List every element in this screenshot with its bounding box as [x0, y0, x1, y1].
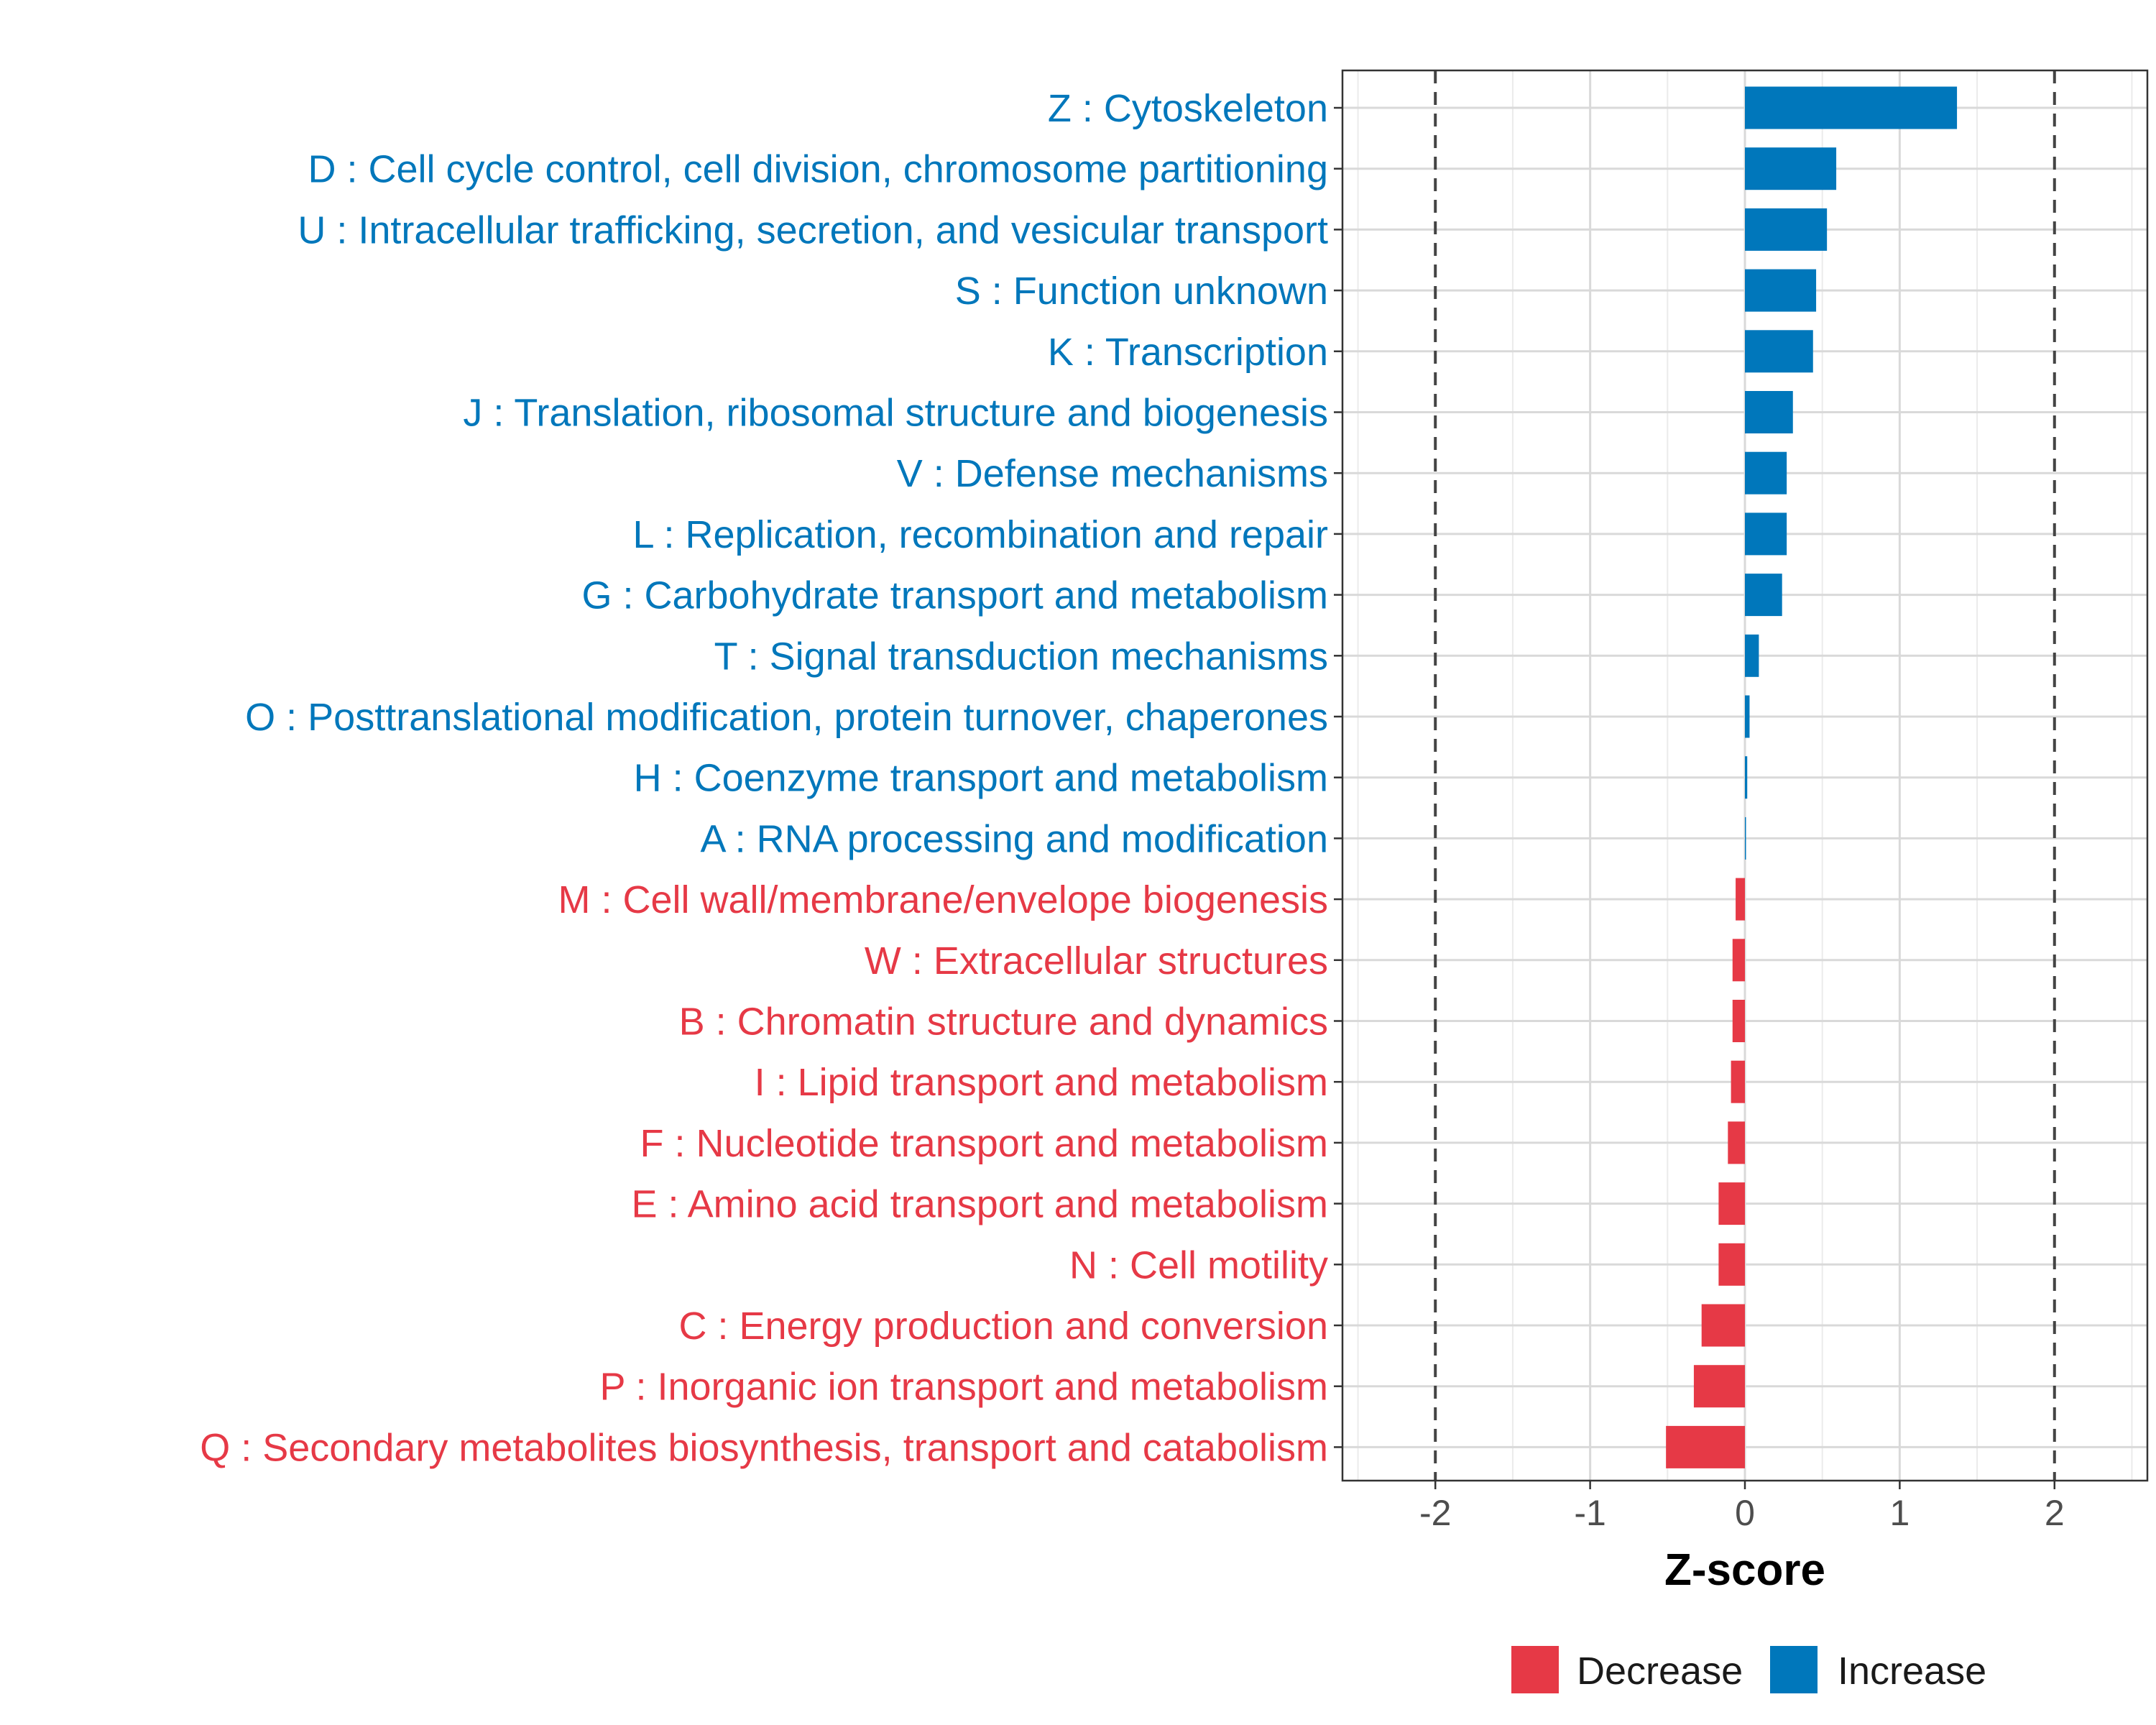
legend-label-increase: Increase: [1838, 1650, 1986, 1693]
legend-swatch-increase: [1770, 1646, 1818, 1693]
x-tick-label: 1: [1889, 1493, 1909, 1533]
x-tick-label: -1: [1574, 1493, 1606, 1533]
category-label: G : Carbohydrate transport and metabolis…: [582, 574, 1329, 617]
category-label: A : RNA processing and modification: [701, 817, 1328, 860]
bar-t: [1745, 634, 1759, 677]
legend-label-decrease: Decrease: [1577, 1650, 1743, 1693]
x-axis-title: Z-score: [1664, 1545, 1825, 1595]
bars: [1666, 86, 1958, 1468]
category-label: D : Cell cycle control, cell division, c…: [308, 148, 1328, 191]
bar-f: [1728, 1121, 1745, 1164]
category-label: T : Signal transduction mechanisms: [714, 635, 1328, 678]
category-label: J : Translation, ribosomal structure and…: [463, 392, 1328, 435]
category-label: I : Lipid transport and metabolism: [755, 1061, 1328, 1104]
bar-l: [1745, 512, 1787, 556]
category-label: S : Function unknown: [955, 270, 1328, 313]
bar-i: [1731, 1060, 1745, 1103]
bar-w: [1732, 939, 1745, 982]
category-label: F : Nucleotide transport and metabolism: [640, 1122, 1328, 1165]
x-tick-label: 2: [2045, 1493, 2065, 1533]
category-label: N : Cell motility: [1069, 1243, 1328, 1287]
bar-z: [1745, 86, 1958, 129]
bar-b: [1732, 1000, 1745, 1042]
bar-n: [1718, 1243, 1745, 1286]
bar-s: [1745, 269, 1817, 312]
x-tick-label: 0: [1735, 1493, 1755, 1533]
category-label: E : Amino acid transport and metabolism: [632, 1183, 1328, 1226]
category-label: M : Cell wall/membrane/envelope biogenes…: [558, 878, 1328, 921]
bar-v: [1745, 451, 1787, 494]
bar-j: [1745, 391, 1793, 433]
category-labels: Z : Cytoskeleton D : Cell cycle control, …: [200, 87, 1328, 1469]
y-ticks: [1334, 106, 1342, 1448]
category-label: C : Energy production and conversion: [678, 1305, 1328, 1348]
bar-k: [1745, 330, 1813, 373]
bar-o: [1745, 695, 1750, 738]
bar-h: [1745, 756, 1748, 799]
category-label: Q : Secondary metabolites biosynthesis, …: [200, 1426, 1328, 1469]
bar-d: [1745, 147, 1837, 190]
category-label: K : Transcription: [1048, 331, 1328, 374]
bar-q: [1666, 1425, 1745, 1468]
bar-m: [1736, 878, 1745, 921]
bar-g: [1745, 574, 1782, 617]
bar-a: [1745, 816, 1746, 860]
x-ticks: -2 -1 0 1 2: [1419, 1481, 2065, 1533]
legend-swatch-decrease: [1511, 1646, 1559, 1693]
category-label: P : Inorganic ion transport and metaboli…: [599, 1366, 1328, 1409]
bar-c: [1701, 1304, 1745, 1347]
bar-u: [1745, 208, 1828, 251]
bar-p: [1693, 1365, 1745, 1408]
x-tick-label: -2: [1419, 1493, 1451, 1533]
category-label: L : Replication, recombination and repai…: [632, 513, 1328, 556]
category-label: V : Defense mechanisms: [897, 452, 1328, 495]
legend: Decrease Increase: [1511, 1646, 1986, 1693]
bar-e: [1718, 1182, 1745, 1225]
category-label: H : Coenzyme transport and metabolism: [634, 757, 1328, 800]
category-label: Z : Cytoskeleton: [1048, 87, 1328, 130]
reference-lines: [1434, 70, 2056, 1481]
category-label: U : Intracellular trafficking, secretion…: [298, 208, 1328, 252]
category-label: W : Extracellular structures: [865, 939, 1328, 983]
category-label: B : Chromatin structure and dynamics: [679, 1000, 1328, 1044]
category-label: O : Posttranslational modification, prot…: [245, 696, 1328, 739]
